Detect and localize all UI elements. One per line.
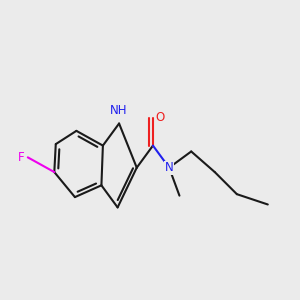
- Text: F: F: [18, 151, 25, 164]
- Text: N: N: [165, 161, 173, 174]
- Text: O: O: [156, 111, 165, 124]
- Text: NH: NH: [110, 104, 128, 117]
